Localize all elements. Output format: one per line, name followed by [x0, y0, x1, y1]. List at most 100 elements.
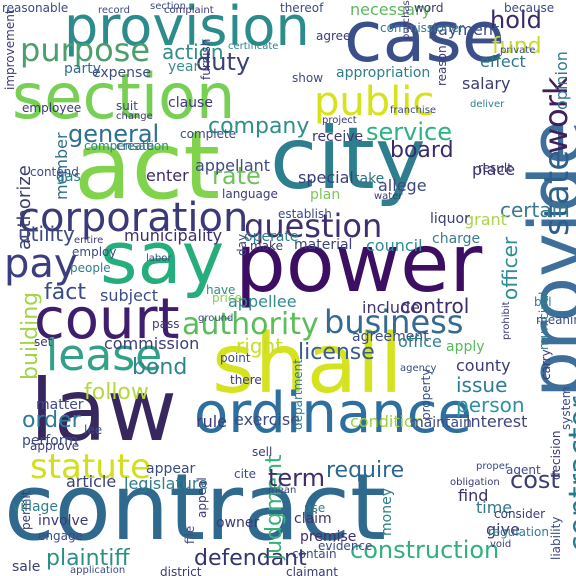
word-fund: fund: [492, 34, 542, 59]
word-opinion: opinion: [552, 51, 571, 110]
word-shall: shall: [212, 317, 403, 412]
word-pass: pass: [152, 317, 180, 331]
word-statute: statute: [30, 447, 152, 487]
word-general: general: [68, 120, 160, 148]
word-act: act: [74, 112, 221, 221]
word-system: system: [559, 386, 573, 430]
word-approve: approve: [30, 439, 80, 453]
word-entire: entire: [74, 235, 104, 246]
word-power: power: [235, 217, 483, 310]
word-complete: complete: [180, 127, 237, 141]
word-reasonable: reasonable: [2, 1, 69, 15]
word-charge: charge: [432, 231, 481, 247]
word-perform: perform: [22, 433, 78, 449]
word-money: money: [379, 488, 395, 536]
word-compensation: compensation: [84, 139, 169, 153]
word-city: city: [270, 109, 426, 209]
word-water: water: [374, 191, 403, 202]
word-include: include: [362, 298, 420, 317]
word-liquor: liquor: [430, 211, 470, 227]
word-void: void: [490, 539, 512, 550]
word-condition: condition: [350, 412, 424, 431]
word-state: state: [537, 149, 576, 236]
word-officer: officer: [498, 236, 522, 300]
word-order: order: [22, 408, 81, 433]
word-agreement: agreement: [352, 329, 429, 345]
word-furnish: furnish: [199, 38, 213, 80]
word-article: article: [66, 472, 117, 491]
word-certain: certain: [500, 198, 570, 222]
word-show: show: [292, 71, 324, 85]
word-labor: labor: [146, 253, 172, 264]
word-application: application: [70, 565, 126, 576]
word-necessary: necessary: [350, 0, 432, 19]
word-proper: proper: [476, 461, 509, 472]
word-apply: apply: [446, 339, 485, 355]
word-agree: agree: [316, 29, 351, 43]
word-rule: rule: [196, 412, 228, 431]
word-allege: allege: [378, 176, 427, 195]
word-reason: reason: [435, 45, 449, 86]
word-employ: employ: [72, 245, 117, 259]
word-board: board: [390, 138, 454, 163]
word-ground: ground: [198, 313, 234, 324]
word-because: because: [504, 1, 555, 15]
word-thereof: thereof: [280, 1, 324, 15]
word-service: service: [366, 118, 452, 146]
word-purpose: purpose: [20, 31, 150, 69]
word-record: record: [98, 5, 130, 16]
word-appropriation: appropriation: [336, 65, 431, 81]
word-appellant: appellant: [195, 156, 271, 175]
word-premise: premise: [300, 529, 357, 545]
word-day: day: [235, 233, 249, 256]
word-follow: follow: [84, 380, 149, 405]
word-defendant: defendant: [194, 546, 307, 571]
word-agency: agency: [400, 363, 437, 374]
word-company: company: [208, 114, 310, 139]
word-fact: fact: [44, 280, 86, 305]
word-say: say: [100, 216, 225, 300]
word-make: make: [250, 239, 283, 253]
word-municipality: municipality: [124, 226, 223, 245]
word-section: section: [150, 1, 187, 12]
word-plan: plan: [310, 187, 341, 203]
word-contain: contain: [292, 547, 337, 561]
word-district: district: [160, 565, 202, 576]
word-legislature: legislature: [124, 474, 208, 493]
word-commissioner: commissioner: [380, 21, 464, 35]
word-corporation: corporation: [18, 195, 249, 241]
word-place: place: [472, 160, 516, 179]
word-maintain: maintain: [410, 415, 472, 431]
word-evidence: evidence: [318, 539, 373, 553]
word-authority: authority: [182, 307, 319, 342]
word-rate: rate: [212, 162, 261, 190]
word-file: file: [183, 525, 197, 544]
word-consider: consider: [494, 507, 546, 521]
word-person: person: [456, 393, 525, 417]
word-county: county: [456, 356, 511, 375]
word-find: find: [458, 486, 489, 505]
word-prohibit: prohibit: [501, 301, 512, 340]
word-word: word: [414, 1, 444, 15]
word-action: action: [162, 40, 224, 64]
word-have: have: [206, 283, 236, 297]
word-take: take: [354, 171, 385, 187]
word-employee: employee: [22, 101, 82, 115]
word-carry: carry: [539, 349, 553, 380]
word-give: give: [486, 520, 520, 539]
word-business: business: [324, 303, 464, 341]
word-there: there: [230, 373, 262, 387]
word-year: year: [168, 59, 200, 75]
word-liability: liability: [549, 516, 563, 560]
word-case: case: [344, 0, 505, 78]
word-public: public: [314, 79, 435, 125]
word-claim: claim: [294, 511, 332, 527]
word-hold: hold: [490, 6, 542, 34]
word-ordinance: ordinance: [194, 381, 472, 446]
word-expense: expense: [92, 65, 151, 81]
word-deliver: deliver: [470, 99, 505, 110]
word-gas: gas: [56, 169, 81, 185]
word-lease: lease: [46, 330, 163, 381]
word-construction: construction: [350, 536, 500, 564]
word-engage: engage: [38, 529, 83, 543]
